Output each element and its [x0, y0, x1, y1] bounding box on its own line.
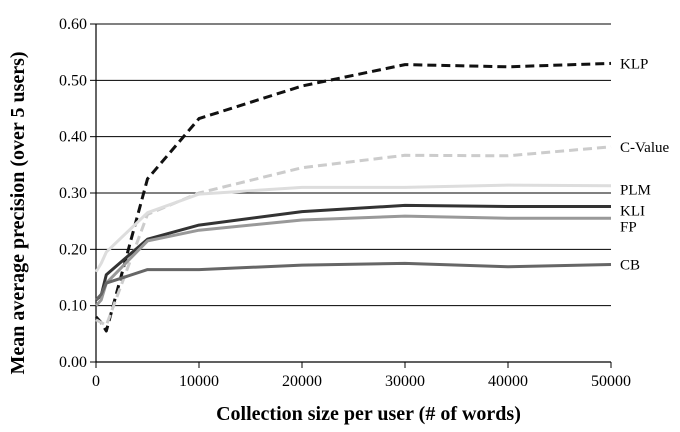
y-axis-title: Mean average precision (over 5 users) [7, 51, 29, 374]
y-tick-label: 0.20 [59, 241, 87, 258]
series-line-klp [94, 61, 612, 333]
y-tick-label: 0.40 [59, 129, 87, 146]
x-tick-label: 20000 [282, 373, 322, 390]
series-label-fp: FP [620, 219, 637, 235]
x-axis-title: Collection size per user (# of words) [216, 403, 521, 425]
series-label-cb: CB [620, 258, 640, 274]
x-tick-label: 0 [92, 373, 100, 390]
series-line-cb [94, 261, 612, 302]
series-line-fp [94, 214, 611, 307]
x-tick-label: 30000 [385, 373, 425, 390]
series-label-c-value: C-Value [620, 140, 669, 156]
y-tick-label: 0.50 [59, 72, 87, 89]
series-label-plm: PLM [620, 183, 651, 199]
series-label-kli: KLI [620, 204, 645, 220]
x-tick-label: 50000 [591, 373, 631, 390]
y-tick-label: 0.00 [59, 354, 87, 371]
x-tick-label: 40000 [488, 373, 528, 390]
y-tick-label: 0.10 [59, 298, 87, 315]
series-label-klp: KLP [620, 56, 648, 72]
y-tick-label: 0.60 [59, 16, 87, 33]
y-tick-label: 0.30 [59, 185, 87, 202]
x-tick-label: 10000 [179, 373, 219, 390]
series-line-plm [94, 183, 612, 273]
